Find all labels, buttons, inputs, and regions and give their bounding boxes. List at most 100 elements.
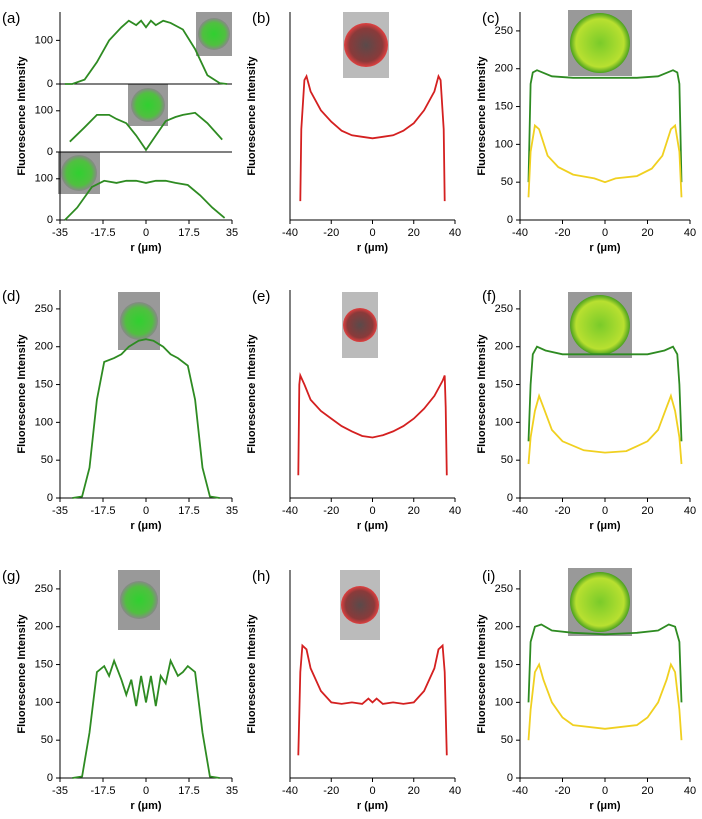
y-axis-label: Fluorescence Intensity xyxy=(246,56,258,176)
y-tick-label: 100 xyxy=(495,138,513,150)
x-tick-label: 40 xyxy=(449,785,461,797)
x-tick-label: 0 xyxy=(369,227,375,239)
y-axis-label: Fluorescence Intensity xyxy=(476,614,488,734)
y-tick-label: 200 xyxy=(35,341,53,353)
x-axis-label: r (μm) xyxy=(357,520,389,532)
x-tick-label: -35 xyxy=(52,785,68,797)
x-tick-label: 20 xyxy=(408,785,420,797)
x-tick-label: 20 xyxy=(408,227,420,239)
data-line xyxy=(527,393,683,465)
data-line xyxy=(69,111,223,152)
y-tick-label: 0 xyxy=(47,146,53,158)
y-tick-label: 100 xyxy=(35,696,53,708)
x-tick-label: 40 xyxy=(684,785,696,797)
y-tick-label: 0 xyxy=(47,78,53,90)
panel-label: (d) xyxy=(2,288,20,305)
y-tick-label: 0 xyxy=(47,772,53,784)
y-tick-label: 250 xyxy=(35,303,53,315)
y-tick-label: 50 xyxy=(501,176,513,188)
x-tick-label: -20 xyxy=(323,785,339,797)
x-tick-label: 0 xyxy=(602,227,608,239)
x-tick-label: -20 xyxy=(555,785,571,797)
y-tick-label: 0 xyxy=(507,772,513,784)
y-tick-label: 100 xyxy=(35,173,53,185)
data-line xyxy=(297,643,448,756)
data-line xyxy=(527,662,683,741)
y-axis-label: Fluorescence Intensity xyxy=(246,614,258,734)
y-tick-label: 100 xyxy=(35,105,53,117)
x-axis-label: r (μm) xyxy=(130,242,162,254)
x-tick-label: 20 xyxy=(641,505,653,517)
x-tick-label: 40 xyxy=(684,505,696,517)
x-tick-label: -40 xyxy=(512,227,528,239)
x-axis-label: r (μm) xyxy=(357,800,389,812)
panel-label: (i) xyxy=(482,568,495,585)
y-axis-label: Fluorescence Intensity xyxy=(16,334,28,454)
y-tick-label: 200 xyxy=(35,621,53,633)
y-tick-label: 0 xyxy=(47,492,53,504)
y-tick-label: 0 xyxy=(507,214,513,226)
y-tick-label: 150 xyxy=(495,378,513,390)
data-line xyxy=(64,19,228,85)
panel-label: (g) xyxy=(2,568,20,585)
y-tick-label: 0 xyxy=(507,492,513,504)
y-tick-label: 100 xyxy=(35,34,53,46)
x-tick-label: -35 xyxy=(52,505,68,517)
y-tick-label: 50 xyxy=(501,454,513,466)
y-tick-label: 50 xyxy=(501,734,513,746)
x-tick-label: 20 xyxy=(408,505,420,517)
panel-label: (c) xyxy=(482,10,500,27)
y-tick-label: 50 xyxy=(41,734,53,746)
x-tick-label: 35 xyxy=(226,785,238,797)
x-tick-label: -20 xyxy=(555,227,571,239)
y-tick-label: 200 xyxy=(495,621,513,633)
x-tick-label: 0 xyxy=(369,785,375,797)
data-line xyxy=(72,338,220,499)
x-tick-label: 40 xyxy=(449,227,461,239)
x-tick-label: 35 xyxy=(226,227,238,239)
y-tick-label: 250 xyxy=(495,303,513,315)
x-axis-label: r (μm) xyxy=(130,800,162,812)
x-tick-label: 40 xyxy=(449,505,461,517)
y-tick-label: 0 xyxy=(47,214,53,226)
x-tick-label: -20 xyxy=(555,505,571,517)
x-tick-label: -40 xyxy=(512,785,528,797)
data-line xyxy=(527,623,683,703)
x-tick-label: 20 xyxy=(641,227,653,239)
insets xyxy=(58,10,632,640)
x-tick-label: -17.5 xyxy=(90,785,115,797)
x-tick-label: -17.5 xyxy=(90,505,115,517)
x-axis-label: r (μm) xyxy=(589,800,621,812)
x-tick-label: 17.5 xyxy=(178,785,199,797)
data-line xyxy=(297,372,448,476)
data-line xyxy=(527,345,683,442)
x-tick-label: 40 xyxy=(684,227,696,239)
x-tick-label: -20 xyxy=(323,227,339,239)
panel-label: (a) xyxy=(2,10,20,27)
x-axis-label: r (μm) xyxy=(589,520,621,532)
data-line xyxy=(72,658,220,779)
x-tick-label: -35 xyxy=(52,227,68,239)
x-tick-label: 35 xyxy=(226,505,238,517)
x-tick-label: -20 xyxy=(323,505,339,517)
x-tick-label: 17.5 xyxy=(178,227,199,239)
x-tick-label: 0 xyxy=(602,785,608,797)
x-tick-label: 0 xyxy=(143,785,149,797)
y-tick-label: 250 xyxy=(495,583,513,595)
data-line xyxy=(299,73,446,202)
y-tick-label: 50 xyxy=(41,454,53,466)
panel-label: (b) xyxy=(252,10,270,27)
data-line xyxy=(527,69,683,183)
y-tick-label: 150 xyxy=(35,378,53,390)
x-axis-label: r (μm) xyxy=(357,242,389,254)
y-tick-label: 100 xyxy=(35,416,53,428)
y-tick-label: 150 xyxy=(35,658,53,670)
x-tick-label: -40 xyxy=(282,505,298,517)
x-tick-label: -40 xyxy=(512,505,528,517)
y-tick-label: 250 xyxy=(495,25,513,37)
x-axis-label: r (μm) xyxy=(130,520,162,532)
y-tick-label: 200 xyxy=(495,341,513,353)
x-tick-label: 17.5 xyxy=(178,505,199,517)
y-tick-label: 100 xyxy=(495,416,513,428)
